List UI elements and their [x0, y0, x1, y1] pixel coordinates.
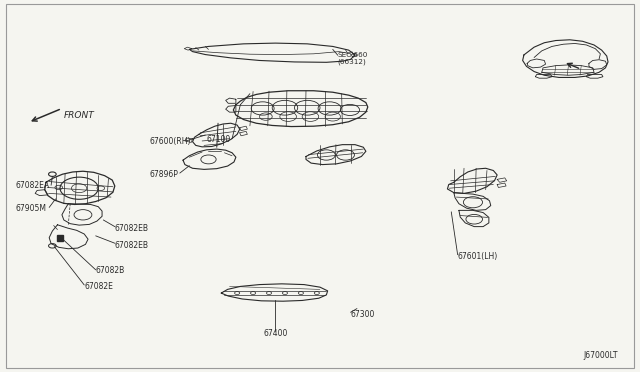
- Text: 67082EB: 67082EB: [115, 241, 149, 250]
- Text: 67082B: 67082B: [96, 266, 125, 275]
- Text: 67601(LH): 67601(LH): [458, 251, 498, 261]
- Text: SEC.660
(66312): SEC.660 (66312): [338, 52, 368, 65]
- Text: J67000LT: J67000LT: [584, 351, 618, 360]
- Text: 67082EB: 67082EB: [115, 224, 149, 233]
- Text: 67905M: 67905M: [15, 203, 47, 213]
- Text: FRONT: FRONT: [64, 111, 95, 121]
- Text: 67400: 67400: [263, 329, 287, 338]
- Text: 67600(RH): 67600(RH): [149, 137, 191, 146]
- Text: 67082E: 67082E: [84, 282, 113, 291]
- Text: 67896P: 67896P: [149, 170, 178, 179]
- Text: 67300: 67300: [351, 310, 375, 319]
- Text: 67082EA: 67082EA: [15, 182, 49, 190]
- Text: 67100: 67100: [207, 135, 231, 144]
